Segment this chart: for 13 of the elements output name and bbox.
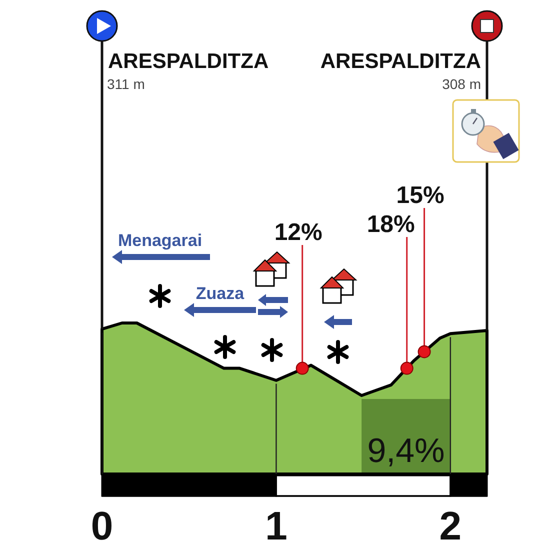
text: Menagarai: [118, 231, 202, 250]
annotation: 15%: [396, 182, 444, 209]
text: 308 m: [442, 76, 481, 92]
x-tick-label: 2: [439, 504, 462, 548]
ref-line-label: ARESPALDITZA: [108, 50, 269, 73]
annotation: 12%: [274, 219, 322, 246]
text: Zuaza: [196, 284, 245, 303]
ref-line-label: ARESPALDITZA: [320, 50, 481, 73]
x-tick-label: 0: [90, 504, 114, 548]
annotation: 18%: [366, 211, 415, 238]
x-tick-label: 1: [265, 504, 288, 548]
band-label: 9,4%: [367, 432, 445, 470]
text: 311 m: [107, 76, 145, 92]
